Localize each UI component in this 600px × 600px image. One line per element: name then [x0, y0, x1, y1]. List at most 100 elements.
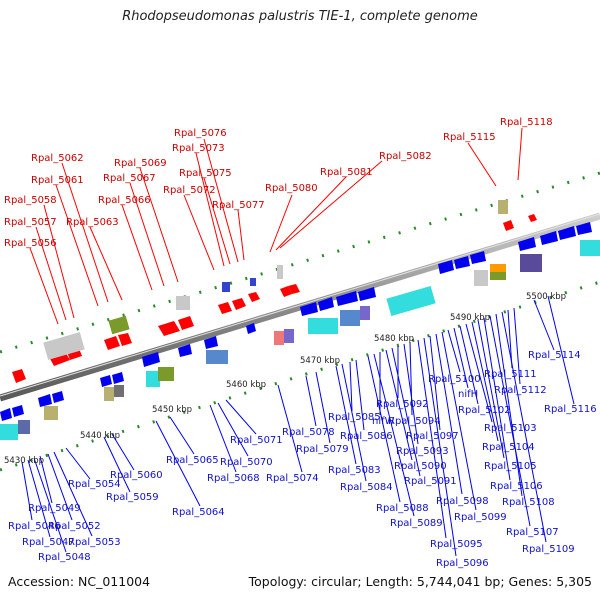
connector-line: [183, 194, 215, 271]
gene-arrow: [438, 260, 454, 274]
feature-box: [498, 200, 508, 214]
connector-line: [39, 455, 53, 504]
forward-genes: [12, 214, 537, 383]
connector-line: [335, 365, 357, 465]
forward-gene-label: Rpal_5073: [172, 143, 225, 154]
connector-line: [65, 447, 91, 480]
feature-box: [308, 318, 338, 334]
genome-backbone-highlight: [0, 213, 600, 397]
gene-arrow: [104, 336, 120, 350]
connector-line: [61, 162, 109, 303]
reverse-gene-label: Rpal_5074: [266, 473, 319, 484]
gene-arrow: [232, 298, 246, 310]
kbp-tick-label: 5470 kbp: [300, 356, 340, 366]
connector-line: [373, 353, 415, 517]
reverse-gene-label: Rpal_5116: [544, 404, 597, 415]
feature-box: [158, 367, 174, 381]
forward-gene-label: Rpal_5077: [212, 200, 265, 211]
reverse-gene-label: Rpal_5112: [494, 385, 547, 396]
reverse-gene-label: nifW: [372, 416, 395, 427]
feature-box: [274, 331, 284, 345]
forward-gene-label: Rpal_5069: [114, 158, 167, 169]
reverse-gene-label: Rpal_5111: [484, 369, 537, 380]
connector-line: [429, 335, 441, 431]
connector-line: [305, 375, 317, 427]
reverse-gene-label: Rpal_5049: [28, 503, 81, 514]
connector-line: [547, 295, 575, 405]
reverse-gene-label: Rpal_5106: [490, 481, 543, 492]
reverse-gene-label: Rpal_5046: [8, 521, 61, 532]
connector-line: [495, 313, 523, 497]
forward-gene-label: Rpal_5067: [103, 173, 156, 184]
forward-gene-label: Rpal_5061: [31, 175, 84, 186]
connector-line: [423, 337, 457, 557]
reverse-gene-label: Rpal_5078: [282, 427, 335, 438]
connector-line: [111, 433, 135, 471]
forward-gene-label: Rpal_5058: [4, 195, 57, 206]
reverse-gene-label: Rpal_5048: [38, 552, 91, 563]
forward-gene-label: Rpal_5056: [4, 238, 57, 249]
connector-line: [27, 459, 51, 538]
outer-tick-track: [0, 171, 600, 354]
feature-box: [284, 329, 294, 343]
connector-line: [129, 182, 165, 287]
feature-box: [580, 240, 600, 256]
kbp-tick-label: 5440 kbp: [80, 431, 120, 441]
gene-arrow: [503, 220, 514, 231]
connector-line: [269, 194, 293, 253]
feature-box: [176, 296, 190, 310]
other-features: [0, 200, 600, 440]
accession-label: Accession: NC_011004: [8, 574, 151, 589]
feature-box: [360, 306, 370, 320]
gene-arrow: [178, 316, 194, 330]
feature-box: [277, 265, 283, 279]
gene-arrow: [142, 352, 160, 367]
connector-line: [237, 209, 245, 261]
gene-arrow: [0, 408, 12, 421]
gene-arrow: [300, 302, 318, 316]
reverse-gene-label: Rpal_5104: [482, 442, 535, 453]
connector-line: [477, 319, 505, 459]
connector-line: [441, 331, 477, 511]
connector-line: [169, 416, 195, 455]
feature-box: [18, 420, 30, 434]
connector-line: [417, 339, 447, 539]
reverse-gene-label: Rpal_5084: [340, 482, 393, 493]
connector-line: [501, 311, 547, 543]
gene-arrow: [112, 372, 124, 384]
gene-arrow: [280, 286, 292, 297]
gene-arrow: [518, 237, 536, 251]
gene-arrow: [540, 231, 558, 245]
connector-line: [391, 347, 421, 477]
connector-line: [385, 349, 413, 461]
feature-box: [108, 315, 130, 335]
feature-box: [114, 385, 124, 397]
forward-gene-label: Rpal_5063: [66, 217, 119, 228]
gene-arrow: [454, 256, 470, 269]
connector-line: [139, 167, 179, 283]
reverse-gene-label: Rpal_5114: [528, 350, 581, 361]
connector-line: [277, 384, 303, 473]
connector-line: [103, 436, 131, 493]
connector-line: [489, 315, 531, 527]
connector-line: [155, 420, 201, 507]
forward-gene-label: Rpal_5080: [265, 183, 318, 194]
feature-box: [104, 387, 114, 401]
feature-box: [386, 286, 436, 316]
gene-arrow: [248, 292, 260, 302]
connector-line: [203, 177, 231, 265]
gene-arrow: [178, 344, 192, 357]
feature-box: [474, 270, 488, 286]
connector-line: [367, 355, 401, 503]
reverse-gene-label: Rpal_5086: [340, 431, 393, 442]
reverse-gene-label: Rpal_5052: [48, 521, 101, 532]
gene-arrow: [158, 321, 180, 336]
reverse-gene-label: Rpal_5109: [522, 544, 575, 555]
reverse-gene-label: Rpal_5064: [172, 507, 225, 518]
gene-arrow: [204, 336, 218, 349]
forward-gene-label: Rpal_5066: [98, 195, 151, 206]
connector-line: [195, 152, 225, 267]
reverse-gene-label: Rpal_5059: [106, 492, 159, 503]
connector-line: [279, 160, 383, 249]
